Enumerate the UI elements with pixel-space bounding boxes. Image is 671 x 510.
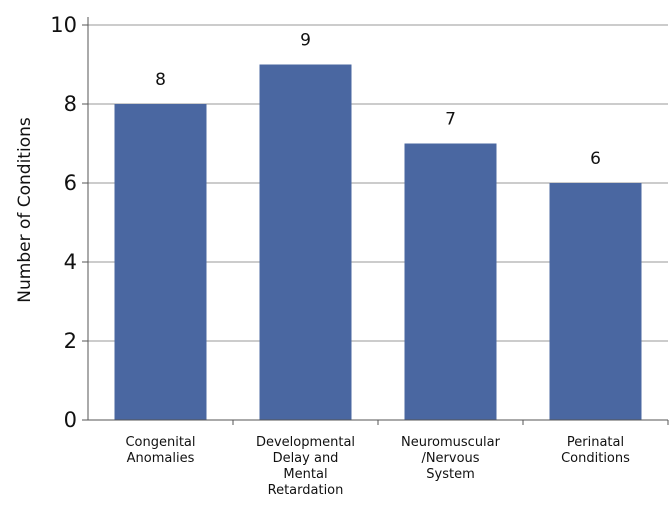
x-category-label-line: Congenital (125, 435, 195, 450)
y-tick-label: 10 (50, 13, 77, 37)
x-category-label-line: Retardation (268, 483, 344, 498)
bar (114, 104, 207, 420)
y-tick-label: 6 (64, 171, 77, 195)
x-category-label-line: Delay and (273, 451, 339, 466)
data-label: 7 (445, 110, 456, 130)
x-category-labels: Congenital Anomalies Developmental Delay an… (125, 435, 630, 498)
data-label: 9 (300, 31, 311, 51)
y-tick-labels: 0 2 4 6 8 10 (50, 13, 77, 432)
data-label: 6 (590, 149, 601, 169)
x-category-label: Neuromuscular/Nervous System (401, 435, 501, 482)
y-axis-title: Number of Conditions (15, 117, 35, 303)
y-tick-label: 0 (64, 408, 77, 432)
x-category-label-line: Mental (283, 467, 327, 482)
axes (82, 17, 669, 425)
x-category-label: Developmental Delay and Mental Retardation (256, 435, 355, 498)
data-labels: 8 9 7 6 (155, 31, 601, 170)
x-category-label-line: Perinatal (567, 435, 624, 450)
bars (114, 64, 642, 420)
data-label: 8 (155, 70, 166, 90)
y-tick-label: 2 (64, 329, 77, 353)
y-tick-label: 8 (64, 92, 77, 116)
y-tick-label: 4 (64, 250, 77, 274)
x-category-label: Perinatal Conditions (561, 435, 630, 466)
x-category-label-line: Conditions (561, 451, 630, 466)
x-category-label-line: System (426, 467, 474, 482)
bar (259, 64, 352, 420)
x-category-label-line: Neuromuscular (401, 435, 501, 450)
bar (404, 143, 497, 420)
x-category-label-line: /Nervous (421, 451, 479, 466)
x-category-label-line: Anomalies (127, 451, 195, 466)
bar (549, 183, 642, 420)
x-category-label: Congenital Anomalies (125, 435, 195, 466)
x-category-label-line: Developmental (256, 435, 355, 450)
